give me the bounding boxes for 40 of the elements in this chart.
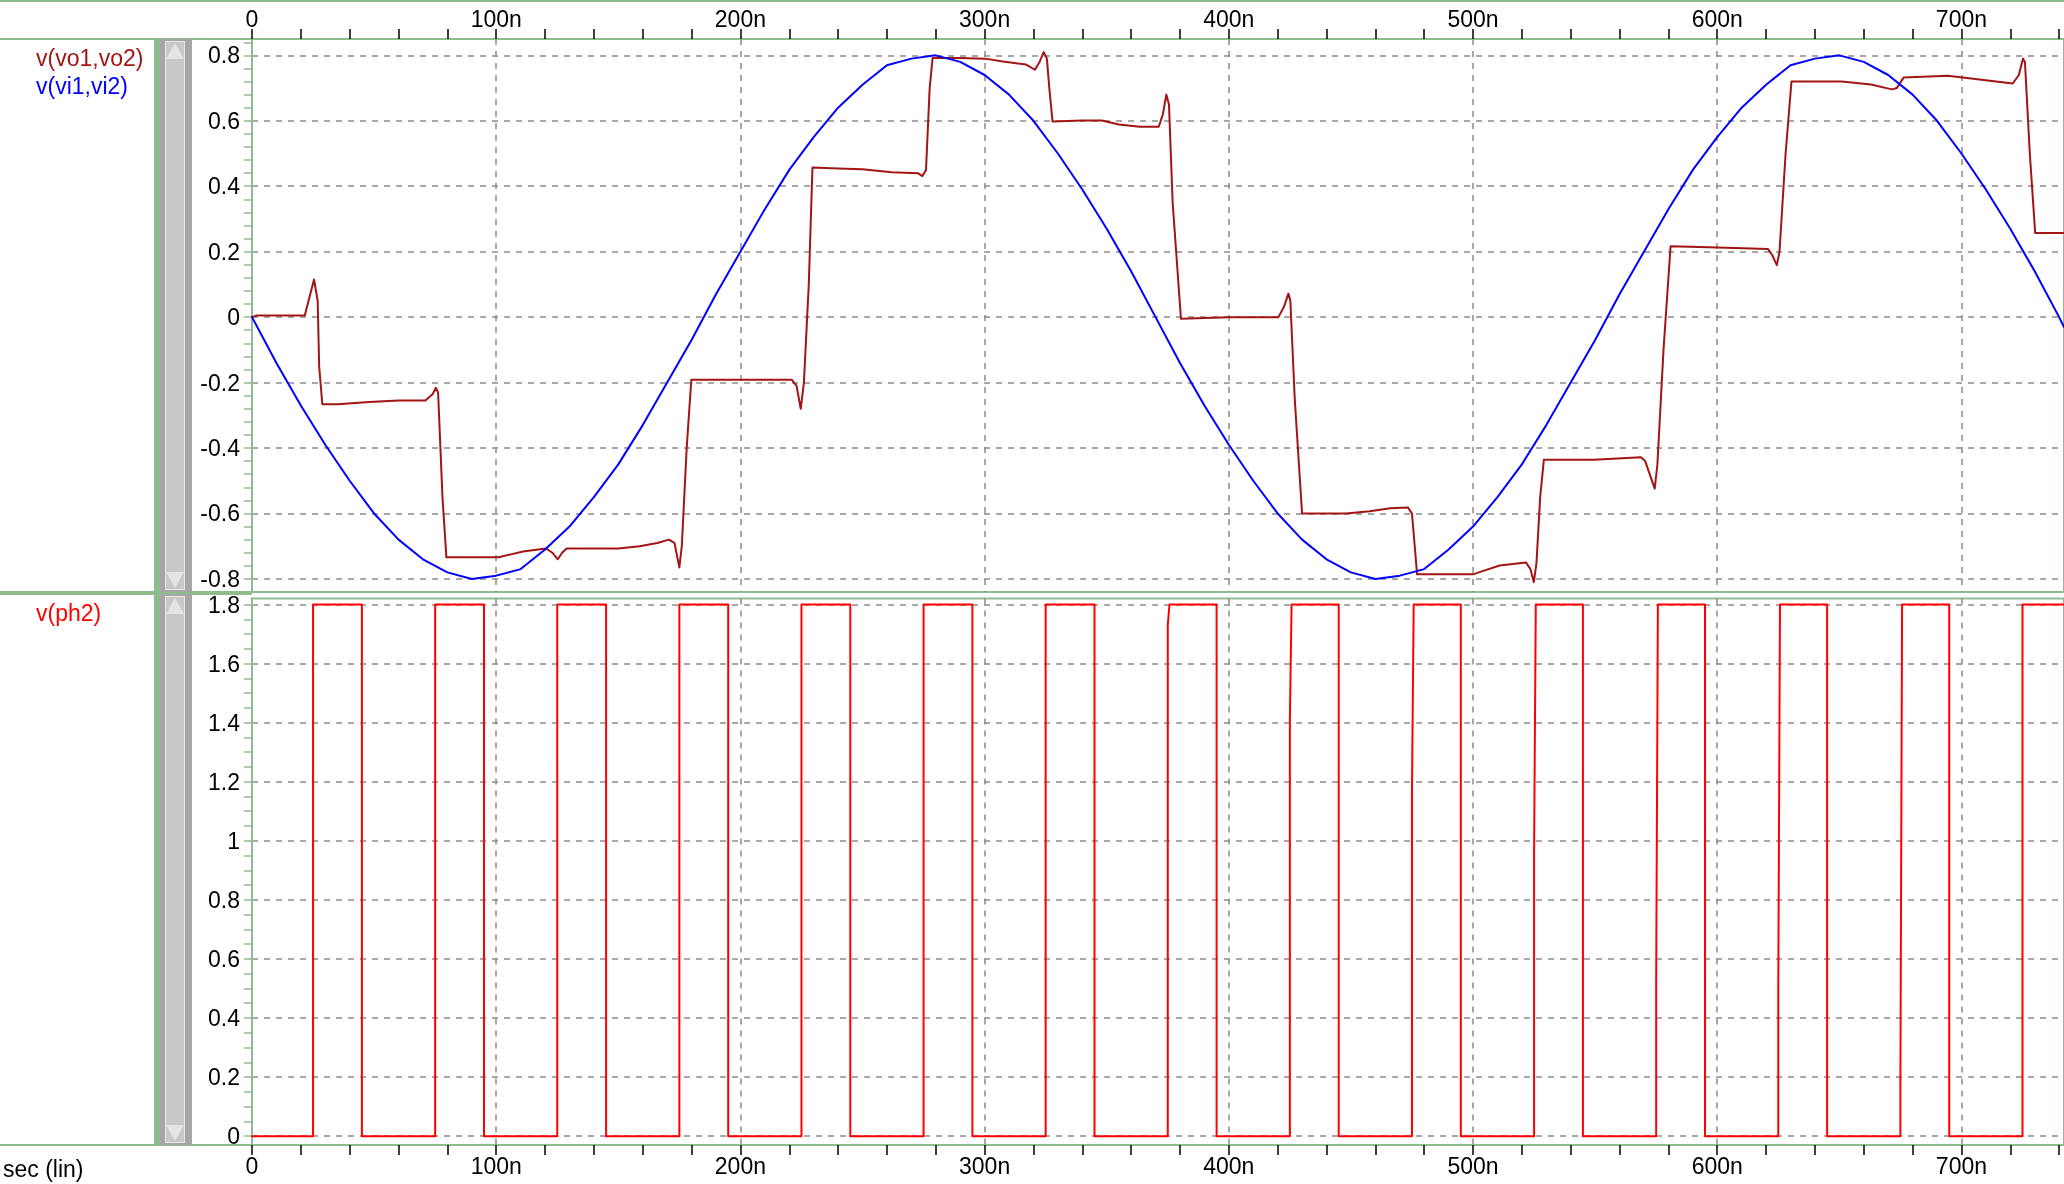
- text: v(vi1,vi2): [36, 72, 129, 99]
- line-series: [251, 603, 2064, 1138]
- x-tick-label: 500n: [1447, 1152, 1499, 1179]
- y-tick-label: 0.2: [208, 1064, 240, 1091]
- x-tick-label: 100n: [470, 1152, 522, 1179]
- y-tick-label: 1.2: [208, 768, 240, 795]
- x-tick-label: 500n: [1447, 5, 1499, 32]
- x-tick-label: 0: [245, 5, 259, 32]
- y-tick-label: -0.4: [200, 435, 241, 462]
- x-tick-label: 600n: [1691, 5, 1743, 32]
- text: v(ph2): [36, 599, 102, 626]
- x-tick-label: 200n: [714, 1152, 766, 1179]
- y-tick-label: 0.6: [208, 107, 240, 134]
- y-tick-label: 0.6: [208, 945, 240, 972]
- x-tick-label: 300n: [959, 5, 1011, 32]
- x-tick-label: 700n: [1935, 1152, 1988, 1179]
- x-tick-label: 0: [245, 1152, 259, 1179]
- y-tick-label: 0.4: [208, 173, 241, 200]
- x-axis-title: sec (lin): [3, 1155, 84, 1182]
- y-tick-label: 1: [227, 827, 240, 854]
- x-tick-label: 400n: [1203, 1152, 1255, 1179]
- x-tick-label: 200n: [714, 5, 766, 32]
- y-tick-label: 0.8: [208, 886, 240, 913]
- y-tick-label: 0: [227, 304, 240, 331]
- y-tick-label: 1.6: [208, 650, 240, 677]
- text: v(vo1,vo2): [36, 44, 144, 71]
- y-tick-label: 0.4: [208, 1005, 241, 1031]
- x-tick-label: 100n: [470, 5, 522, 32]
- y-tick-label: 0.2: [208, 238, 240, 265]
- y-tick-label: 0.8: [208, 42, 240, 69]
- x-tick-label: 600n: [1691, 1152, 1743, 1179]
- x-tick-label: 300n: [959, 1152, 1011, 1179]
- y-tick-label: 1.4: [208, 709, 241, 736]
- y-tick-label: -0.8: [200, 565, 240, 592]
- y-tick-label: 1.8: [208, 591, 240, 618]
- x-tick-label: 700n: [1935, 5, 1988, 32]
- x-tick-label: 400n: [1203, 5, 1255, 32]
- y-tick-label: 0: [227, 1123, 240, 1150]
- y-tick-label: -0.6: [200, 500, 240, 527]
- y-tick-label: -0.2: [200, 369, 240, 396]
